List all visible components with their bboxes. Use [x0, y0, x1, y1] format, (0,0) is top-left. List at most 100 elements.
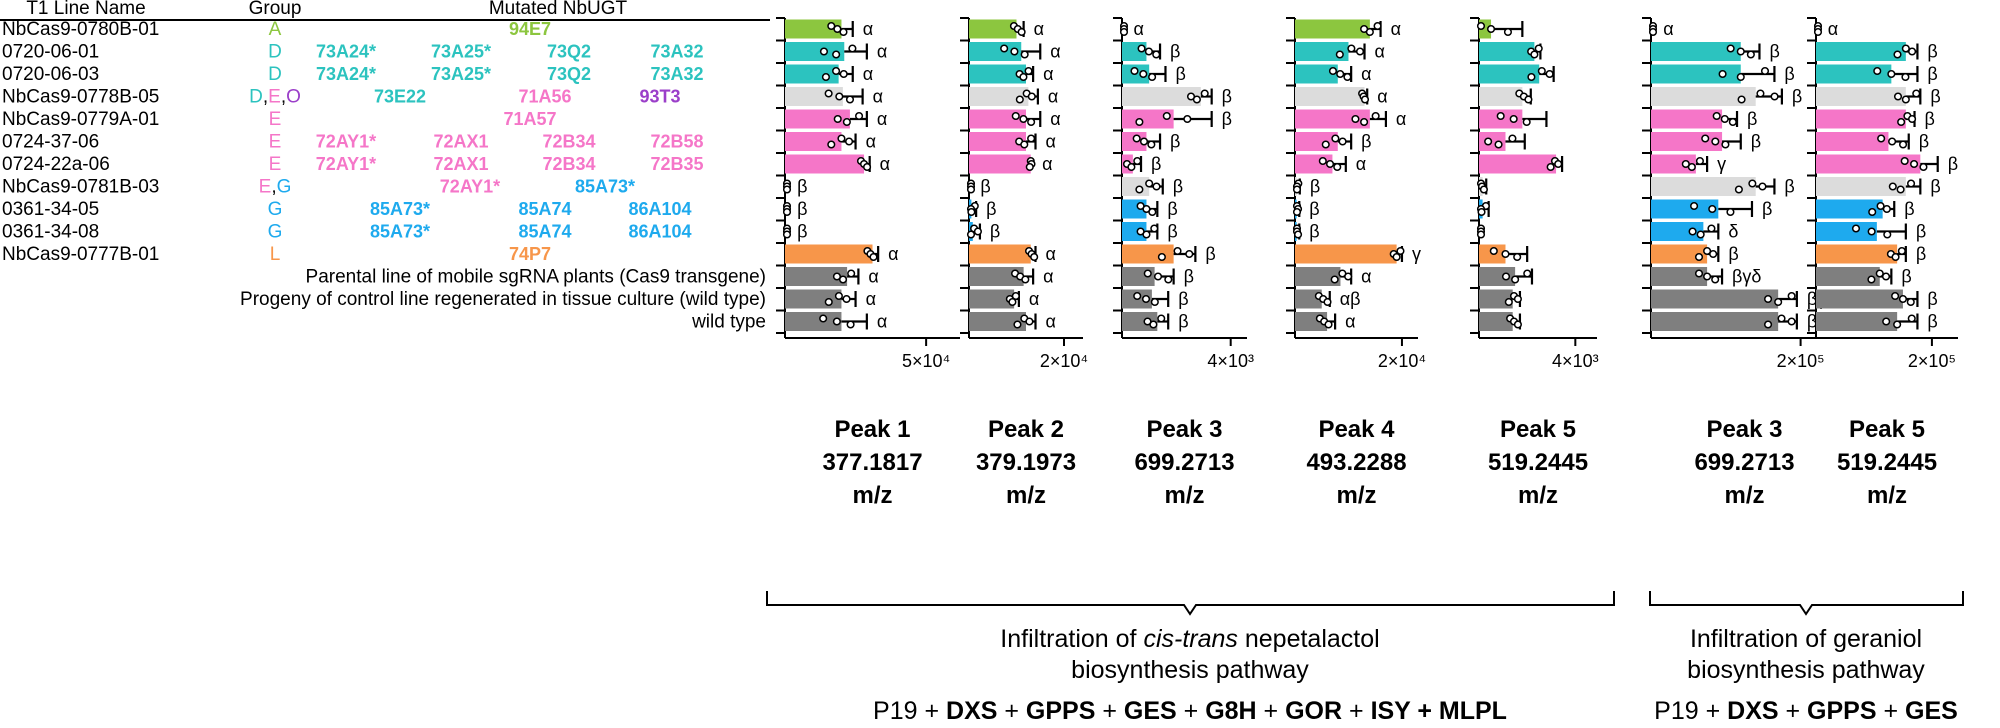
data-point	[1024, 66, 1033, 76]
significance-letter: γ	[1412, 244, 1421, 264]
chart-panel: 4×10³ Peak 5 519.2445 m/z	[1470, 17, 1599, 509]
table-row: Parental line of mobile sgRNA plants (Ca…	[306, 267, 766, 288]
data-point	[1021, 275, 1030, 284]
data-point	[1908, 47, 1917, 56]
data-point	[1734, 185, 1743, 194]
panel-title-line: m/z	[1006, 482, 1046, 509]
data-point	[1030, 252, 1039, 262]
data-point	[845, 137, 854, 146]
bar	[1479, 64, 1540, 84]
bar	[969, 312, 1026, 331]
table-row: 0361-34-08 G 85A73* 85A74 86A104	[2, 222, 692, 243]
data-point	[1157, 314, 1166, 323]
significance-letter: β	[1309, 199, 1319, 219]
bar	[1816, 154, 1921, 174]
table-row: 0720-06-01 D 73A24* 73A25* 73Q2 73A32	[2, 42, 704, 63]
bar	[1295, 42, 1349, 61]
pathway-gene: GPPS	[1807, 697, 1876, 725]
significance-letter: α	[1396, 109, 1406, 129]
data-point	[1690, 201, 1699, 211]
significance-letter: β	[797, 199, 807, 219]
significance-letter: α	[863, 64, 873, 84]
bar	[785, 19, 842, 39]
data-point	[1900, 156, 1909, 166]
group-letter: E	[269, 132, 282, 153]
data-point	[1899, 140, 1908, 149]
data-point	[1687, 162, 1696, 172]
data-point	[1881, 272, 1891, 281]
bar	[1122, 222, 1147, 241]
significance-letter: α	[1663, 19, 1673, 39]
significance-letter: α	[877, 109, 887, 129]
pathway-gene: +	[1257, 697, 1286, 725]
data-point	[1318, 156, 1327, 166]
data-point	[1897, 246, 1906, 256]
data-point	[1756, 89, 1765, 98]
group-letter: D	[268, 42, 282, 63]
data-point	[1813, 27, 1823, 37]
panel-title-line: m/z	[1867, 482, 1907, 509]
data-point	[1200, 89, 1209, 98]
significance-letter: β	[1175, 64, 1185, 84]
x-tick-label: 2×10⁵	[1908, 351, 1956, 371]
mutated-gene: 72AX1	[433, 132, 488, 152]
data-point	[1896, 185, 1905, 194]
data-point	[1712, 111, 1721, 121]
data-point	[1020, 50, 1029, 59]
bar	[1816, 289, 1903, 309]
data-point	[1479, 185, 1488, 194]
table-row: 0361-34-05 G 85A73* 85A74 86A104	[2, 199, 692, 220]
data-point	[1323, 297, 1332, 307]
data-point	[1787, 291, 1796, 301]
data-point	[1708, 204, 1717, 214]
data-point	[1293, 230, 1303, 239]
bar	[785, 267, 848, 286]
bar	[969, 87, 1029, 106]
data-point	[1371, 111, 1380, 121]
data-point	[1185, 249, 1194, 259]
data-point	[1292, 207, 1302, 217]
data-point	[1335, 50, 1344, 59]
data-point	[827, 140, 836, 149]
panel-title-line: 699.2713	[1134, 449, 1234, 476]
panel-title-line: 519.2445	[1837, 449, 1937, 476]
data-point	[1143, 269, 1152, 278]
data-point	[1694, 269, 1704, 278]
table-row: wild type	[691, 312, 766, 333]
pathway-subtitle: biosynthesis pathway	[1071, 656, 1309, 684]
data-point	[1851, 224, 1861, 233]
data-point	[1648, 27, 1658, 37]
data-point	[1764, 320, 1773, 329]
significance-letter: β	[1151, 154, 1161, 174]
data-point	[1027, 92, 1036, 101]
row-name: 0361-34-05	[2, 199, 99, 220]
bar	[969, 289, 1015, 309]
row-name: 0724-22a-06	[2, 154, 110, 175]
significance-letter: α	[1042, 154, 1052, 174]
bar	[785, 87, 843, 106]
data-point	[1726, 44, 1735, 53]
significance-letter: β	[1784, 177, 1794, 197]
group-letter: ,	[271, 177, 276, 198]
pathway-title-pre: Infiltration of	[1000, 625, 1143, 653]
bar	[1122, 312, 1158, 331]
data-point	[1343, 72, 1352, 82]
data-point	[1019, 114, 1028, 124]
bar	[1816, 132, 1889, 151]
data-point	[1333, 162, 1342, 172]
data-point	[1696, 230, 1705, 239]
bar	[1651, 267, 1708, 286]
mutated-gene: 85A73*	[370, 222, 430, 242]
significance-letter: β	[1925, 109, 1935, 129]
significance-letter: β	[1919, 132, 1929, 152]
bar	[1122, 244, 1174, 264]
data-point	[832, 66, 841, 76]
significance-letter: β	[1747, 109, 1757, 129]
data-point	[1760, 66, 1770, 76]
data-point	[1748, 179, 1757, 188]
bar	[969, 154, 1031, 174]
significance-letter: β	[1927, 64, 1937, 84]
data-point	[1703, 272, 1712, 281]
group-letter: E	[269, 109, 282, 130]
